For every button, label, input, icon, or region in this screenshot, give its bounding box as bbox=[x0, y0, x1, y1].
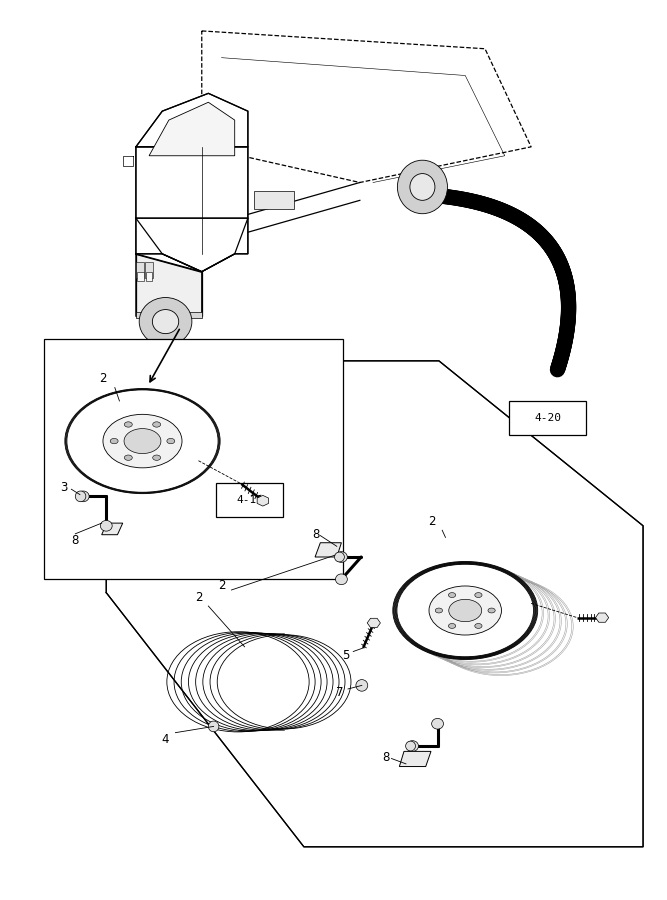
Ellipse shape bbox=[75, 491, 86, 501]
Ellipse shape bbox=[63, 388, 221, 495]
Ellipse shape bbox=[449, 599, 482, 622]
Ellipse shape bbox=[77, 491, 89, 501]
Ellipse shape bbox=[336, 574, 348, 585]
Ellipse shape bbox=[475, 592, 482, 598]
Text: 4-20: 4-20 bbox=[534, 413, 561, 423]
Polygon shape bbox=[136, 311, 201, 318]
Polygon shape bbox=[315, 543, 342, 557]
Text: 8: 8 bbox=[382, 752, 390, 764]
Bar bbox=[145, 262, 153, 278]
Ellipse shape bbox=[410, 174, 435, 201]
Ellipse shape bbox=[167, 438, 175, 444]
Text: 2: 2 bbox=[429, 515, 436, 527]
Text: 4: 4 bbox=[162, 734, 169, 746]
FancyBboxPatch shape bbox=[216, 483, 283, 517]
Ellipse shape bbox=[398, 160, 448, 213]
FancyBboxPatch shape bbox=[510, 401, 586, 435]
Text: 3: 3 bbox=[60, 481, 67, 494]
Text: 2: 2 bbox=[195, 590, 202, 604]
Ellipse shape bbox=[334, 552, 344, 562]
Ellipse shape bbox=[406, 741, 416, 751]
Polygon shape bbox=[136, 218, 248, 272]
Ellipse shape bbox=[436, 608, 442, 613]
Text: 5: 5 bbox=[342, 649, 349, 662]
Text: 8: 8 bbox=[71, 535, 79, 547]
Ellipse shape bbox=[429, 586, 502, 635]
Text: 2: 2 bbox=[99, 373, 107, 385]
Polygon shape bbox=[149, 103, 235, 156]
Polygon shape bbox=[136, 254, 201, 316]
Ellipse shape bbox=[407, 741, 418, 751]
Ellipse shape bbox=[124, 422, 132, 427]
Polygon shape bbox=[136, 94, 248, 147]
Ellipse shape bbox=[208, 721, 219, 732]
Ellipse shape bbox=[152, 310, 179, 334]
Ellipse shape bbox=[153, 422, 161, 427]
Polygon shape bbox=[136, 147, 248, 272]
Ellipse shape bbox=[432, 718, 444, 729]
Polygon shape bbox=[400, 752, 431, 767]
Ellipse shape bbox=[110, 438, 118, 444]
Ellipse shape bbox=[153, 455, 161, 461]
Text: 2: 2 bbox=[218, 579, 225, 592]
Ellipse shape bbox=[139, 298, 192, 346]
Polygon shape bbox=[106, 361, 643, 847]
Bar bbox=[43, 338, 344, 580]
Polygon shape bbox=[101, 523, 123, 535]
Ellipse shape bbox=[124, 455, 132, 461]
Bar bbox=[146, 272, 152, 281]
Ellipse shape bbox=[475, 624, 482, 628]
Bar bbox=[136, 262, 144, 278]
Ellipse shape bbox=[336, 552, 348, 562]
Ellipse shape bbox=[356, 680, 368, 691]
Polygon shape bbox=[257, 495, 269, 506]
Text: 7: 7 bbox=[336, 686, 344, 699]
Ellipse shape bbox=[100, 520, 112, 531]
Ellipse shape bbox=[448, 592, 456, 598]
Ellipse shape bbox=[124, 428, 161, 454]
Polygon shape bbox=[368, 618, 380, 627]
Ellipse shape bbox=[448, 624, 456, 628]
Bar bbox=[254, 192, 294, 210]
Bar bbox=[137, 272, 144, 281]
Text: 8: 8 bbox=[312, 528, 319, 541]
Text: 4-11: 4-11 bbox=[236, 495, 263, 505]
Ellipse shape bbox=[488, 608, 495, 613]
Ellipse shape bbox=[103, 414, 182, 468]
Polygon shape bbox=[596, 613, 609, 622]
Ellipse shape bbox=[393, 562, 538, 660]
